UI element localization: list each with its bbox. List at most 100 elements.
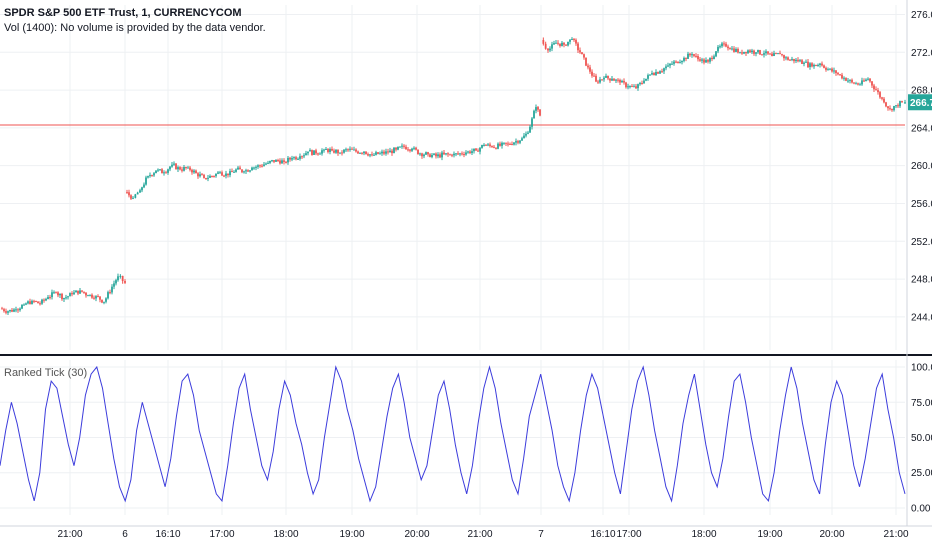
candle-body [235,169,237,172]
candle-body [39,303,41,305]
time-tick-label: 16:10 [155,529,180,540]
candle-body [853,82,855,84]
symbol-title[interactable]: SPDR S&P 500 ETF Trust, 1, CURRENCYCOM [4,7,242,19]
candle-body [623,80,625,83]
candle-body [365,151,367,155]
candle-body [355,149,357,152]
candle-body [565,44,567,46]
candle-body [383,151,385,154]
candle-body [17,309,19,311]
candle-body [523,135,525,139]
candle-body [601,79,603,81]
candle-body [329,148,331,153]
candle-body [385,151,387,154]
candle-body [787,57,789,60]
oscillator-grid [0,360,905,515]
candle-body [871,81,873,86]
candle-body [405,146,407,150]
candle-body [605,75,607,78]
candle-body [875,89,877,91]
candle-body [471,151,473,153]
oscillator-label[interactable]: Ranked Tick (30) [4,367,88,379]
candle-body [589,67,591,72]
price-tick-label: 264.00 [911,123,932,134]
candle-body [157,169,159,171]
time-tick-label: 21:00 [467,529,492,540]
candle-body [369,154,371,156]
candle-body [703,59,705,63]
volume-note: Vol (1400): No volume is provided by the… [4,22,266,34]
candle-body [435,153,437,157]
candle-body [161,169,163,174]
candle-body [265,163,267,165]
candle-body [29,301,31,304]
candle-body [563,42,565,45]
candle-body [487,144,489,146]
candle-body [735,48,737,52]
candle-body [447,153,449,155]
candle-body [437,154,439,157]
price-axis[interactable]: 244.00 248.00 252.00 256.00 260.00 264.00 268.… [911,10,932,323]
candle-body [205,177,207,179]
candle-body [745,51,747,54]
candle-body [587,65,589,68]
candle-body [21,304,23,309]
candle-body [773,53,775,57]
oscillator-series-line [0,365,906,503]
candle-body [233,171,235,173]
candle-body [277,160,279,162]
candle-body [673,61,675,64]
candle-body [3,309,5,312]
oscillator-tick-label: 50.00 [911,433,932,444]
time-tick-label: 17:00 [616,529,641,540]
candle-body [535,107,537,111]
candle-body [445,153,447,155]
price-tick-label: 268.00 [911,86,932,97]
candle-body [869,78,871,82]
candle-body [653,73,655,76]
candle-body [126,192,128,194]
oscillator-axis[interactable]: 0.00 25.00 50.00 75.00 100.00 [911,363,932,515]
candle-body [213,176,215,178]
candle-body [583,54,585,58]
candle-body [195,170,197,174]
candle-body [207,177,209,179]
candle-body [111,286,113,293]
candle-body [619,79,621,83]
candle-body [575,39,577,44]
candle-body [663,68,665,72]
candle-body [175,163,177,170]
candle-body [343,149,345,153]
candle-body [759,50,761,55]
candle-body [185,167,187,169]
candle-body [567,41,569,46]
candle-body [145,177,147,185]
candle-body [887,106,889,109]
candle-body [777,53,779,55]
candles [1,37,906,315]
candle-body [691,54,693,56]
candle-body [647,75,649,79]
candle-body [43,299,45,301]
candle-body [25,303,27,305]
candle-body [251,167,253,171]
candle-body [789,59,791,61]
candle-body [13,309,15,312]
candle-body [729,48,731,50]
candle-body [767,51,769,54]
candle-body [763,53,765,55]
candle-body [403,145,405,147]
candle-body [247,170,249,172]
candle-body [615,79,617,81]
candle-body [35,301,37,303]
candle-body [163,172,165,174]
price-tick-label: 276.00 [911,10,932,21]
candle-body [479,147,481,152]
candle-body [497,143,499,149]
candle-body [733,48,735,52]
candle-body [97,296,99,298]
candle-body [677,61,679,63]
candle-body [143,184,145,188]
